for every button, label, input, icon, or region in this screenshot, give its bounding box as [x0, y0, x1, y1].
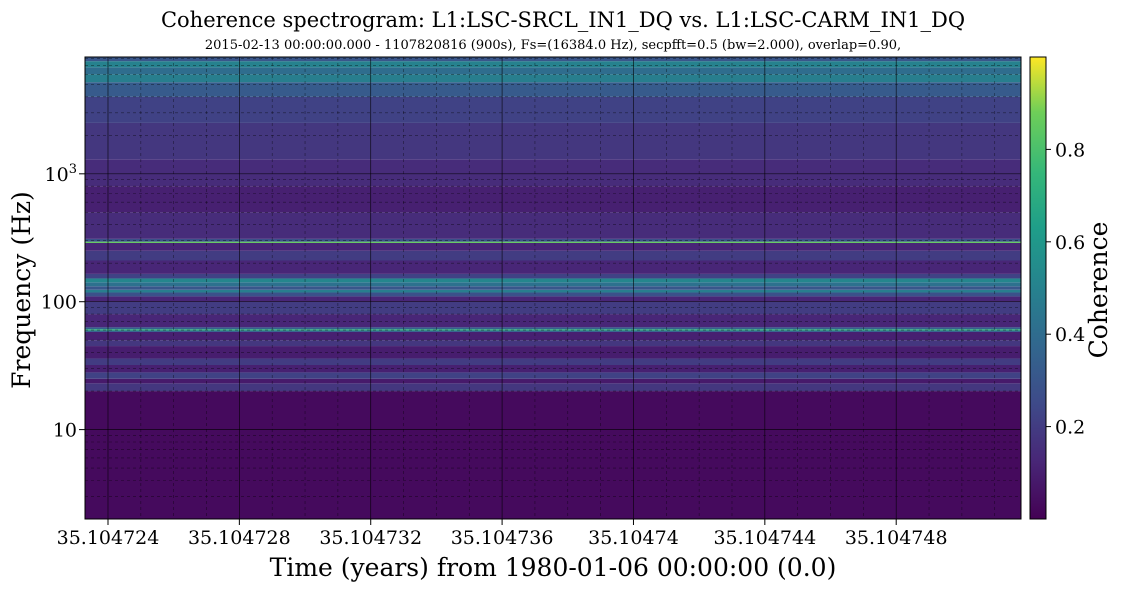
colorbar-tick-label: 0.6	[1055, 232, 1085, 254]
frequency-band	[85, 296, 1021, 302]
frequency-band	[85, 186, 1021, 213]
chart-title: Coherence spectrogram: L1:LSC-SRCL_IN1_D…	[161, 8, 965, 32]
frequency-band	[85, 282, 1021, 287]
frequency-band	[85, 331, 1021, 341]
frequency-band	[85, 82, 1021, 97]
frequency-band	[85, 122, 1021, 160]
x-tick-label: 35.10474	[588, 527, 679, 549]
frequency-band	[85, 372, 1021, 379]
frequency-band	[85, 212, 1021, 239]
major-grid	[85, 57, 1021, 519]
frequency-band	[85, 358, 1021, 365]
frequency-band	[85, 314, 1021, 328]
frequency-band	[85, 57, 1021, 62]
spectrogram-heatmap	[85, 57, 1021, 519]
frequency-band	[85, 250, 1021, 261]
y-axis-ticks: 10 100 103	[41, 162, 85, 442]
x-tick-label: 35.104728	[188, 527, 291, 549]
chart-subtitle: 2015-02-13 00:00:00.000 - 1107820816 (90…	[205, 38, 901, 53]
colorbar-tick-label: 0.2	[1055, 417, 1085, 439]
frequency-band	[85, 330, 1021, 332]
frequency-band	[85, 327, 1021, 330]
y-tick-label: 10	[53, 420, 77, 442]
frequency-band	[85, 286, 1021, 290]
frequency-band	[85, 378, 1021, 384]
x-tick-label: 35.104744	[713, 527, 816, 549]
colorbar-tick-label: 0.4	[1055, 324, 1085, 346]
x-axis-ticks: 35.104724 35.104728 35.104732 35.104736 35.1…	[57, 519, 948, 549]
y-tick-label: 100	[41, 292, 77, 314]
x-axis-label: Time (years) from 1980-01-06 00:00:00 (0…	[270, 553, 837, 582]
frequency-band	[85, 292, 1021, 297]
x-tick-label: 35.104724	[57, 527, 160, 549]
frequency-band	[85, 74, 1021, 83]
frequency-band	[85, 96, 1021, 123]
frequency-band	[85, 346, 1021, 359]
frequency-band	[85, 289, 1021, 293]
y-tick-label: 103	[45, 162, 77, 186]
frequency-band	[85, 391, 1021, 519]
colorbar-tick-label: 0.8	[1055, 139, 1085, 161]
frequency-band	[85, 340, 1021, 347]
frequency-band	[85, 61, 1021, 68]
frequency-band	[85, 278, 1021, 283]
frequency-band	[85, 238, 1021, 242]
x-tick-label: 35.104748	[845, 527, 948, 549]
frequency-band	[85, 241, 1021, 243]
frequency-band	[85, 159, 1021, 187]
frequency-band	[85, 273, 1021, 279]
frequency-band	[85, 383, 1021, 392]
minor-grid	[85, 57, 1021, 519]
frequency-band	[85, 301, 1021, 315]
colorbar-ticks: 0.2 0.4 0.6 0.8	[1046, 139, 1085, 439]
plot-frame	[84, 56, 1022, 520]
x-tick-label: 35.104736	[451, 527, 554, 549]
frequency-band	[85, 67, 1021, 75]
frequency-band	[85, 242, 1021, 251]
y-axis-label: Frequency (Hz)	[7, 191, 36, 389]
frequency-band	[85, 260, 1021, 274]
x-tick-label: 35.104732	[319, 527, 422, 549]
colorbar-label: Coherence	[1084, 222, 1113, 359]
colorbar	[1029, 56, 1047, 520]
